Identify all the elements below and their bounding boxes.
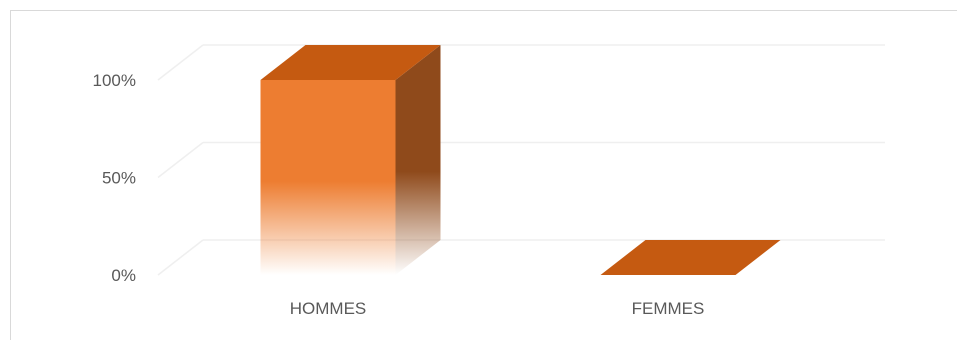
bars <box>260 45 781 275</box>
y-axis-ticks: 0% 50% 100% <box>93 71 136 285</box>
y-tick-label: 100% <box>93 71 136 90</box>
x-category-label: FEMMES <box>632 299 705 318</box>
gridline-diagonal <box>157 44 204 81</box>
x-axis-categories: HOMMES FEMMES <box>290 299 705 318</box>
y-tick-label: 50% <box>102 169 136 188</box>
gridline-diagonal <box>157 239 204 276</box>
gridline-diagonal <box>157 141 204 179</box>
bar-top <box>600 240 781 275</box>
bar-hommes <box>260 45 441 275</box>
bar-side <box>395 45 441 275</box>
bar-front <box>260 80 396 275</box>
chart-frame <box>10 10 957 340</box>
bar-top <box>260 45 441 80</box>
x-category-label: HOMMES <box>290 299 367 318</box>
y-tick-label: 0% <box>111 266 136 285</box>
bar-femmes <box>600 240 781 275</box>
